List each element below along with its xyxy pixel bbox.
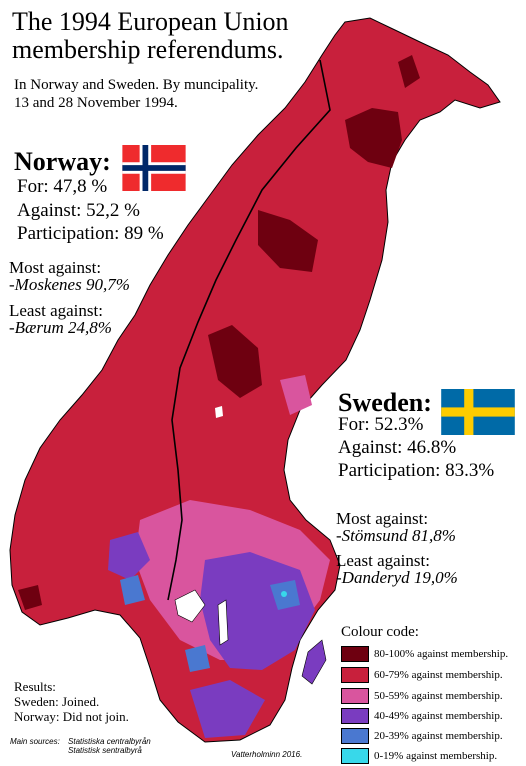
region-40-49-oslo <box>108 532 150 580</box>
title-line-2: membership referendums. <box>12 35 284 64</box>
sweden-flag-icon <box>441 389 515 435</box>
national-border <box>167 59 331 601</box>
source-1: Statistiska centralbyrån <box>68 737 151 746</box>
region-80-100-finnmark <box>345 108 402 168</box>
source-2: Statistisk sentralbyrå <box>68 746 142 755</box>
norway-least-against-label: Least against: <box>9 301 103 320</box>
region-80-100-west-coast <box>18 585 42 610</box>
norway-flag-icon <box>122 145 186 191</box>
title-line-1: The 1994 European Union <box>12 7 289 36</box>
legend-item: 0-19% against membership. <box>341 747 497 764</box>
region-40-49-south <box>200 552 315 670</box>
subtitle-line-1: In Norway and Sweden. By muncipality. <box>14 77 259 93</box>
sweden-heading: Sweden: <box>338 388 432 417</box>
author-credit: Vatterholminn 2016. <box>231 750 303 759</box>
map-title: The 1994 European Union membership refer… <box>12 8 289 64</box>
norway-for: For: 47,8 % <box>17 176 108 197</box>
region-40-49-skane <box>190 680 265 738</box>
lake-vanern <box>174 589 206 623</box>
norway-heading: Norway: <box>14 147 111 176</box>
norway-participation: Participation: 89 % <box>17 223 164 244</box>
results-block: Results: Sweden: Joined. Norway: Did not… <box>14 679 129 724</box>
legend-swatch <box>341 707 369 724</box>
lake-vattern <box>217 599 229 646</box>
legend-swatch <box>341 645 369 662</box>
norway-least-against-value: -Bærum 24,8% <box>9 318 112 337</box>
sweden-least-against-value: -Danderyd 19,0% <box>336 568 458 587</box>
region-20-39-oslo <box>120 575 145 605</box>
results-heading: Results: <box>14 679 56 694</box>
legend-item: 60-79% against membership. <box>341 666 503 683</box>
region-80-100-jamtland <box>208 325 262 398</box>
legend-label: 50-59% against membership. <box>374 689 503 702</box>
region-0-19-danderyd <box>281 591 287 597</box>
sweden-for: For: 52.3% <box>338 414 424 435</box>
norway-most-against-label: Most against: <box>9 258 102 277</box>
sources-list: Statistiska centralbyrån Statistisk sent… <box>68 737 151 755</box>
lake-siljan <box>215 406 223 418</box>
legend-swatch <box>341 747 369 764</box>
results-norway: Norway: Did not join. <box>14 709 129 724</box>
legend-item: 80-100% against membership. <box>341 645 508 662</box>
map-subtitle: In Norway and Sweden. By muncipality. 13… <box>14 76 258 112</box>
results-sweden: Sweden: Joined. <box>14 694 100 709</box>
sweden-most-against-value: -Stömsund 81,8% <box>336 526 456 545</box>
legend-label: 80-100% against membership. <box>374 647 509 660</box>
sweden-most-against-label: Most against: <box>336 509 429 528</box>
legend-item: 40-49% against membership. <box>341 707 503 724</box>
region-20-39-gothenburg <box>185 645 210 672</box>
legend-label: 0-19% against membership. <box>374 749 498 762</box>
legend-item: 20-39% against membership. <box>341 727 503 744</box>
legend-label: 60-79% against membership. <box>374 668 503 681</box>
legend-item: 50-59% against membership. <box>341 687 503 704</box>
sweden-least-against-label: Least against: <box>336 551 430 570</box>
legend-title: Colour code: <box>341 624 419 640</box>
sweden-against: Against: 46.8% <box>338 437 457 458</box>
legend-swatch <box>341 687 369 704</box>
sources-label: Main sources: <box>10 737 60 746</box>
legend-label: 40-49% against membership. <box>374 709 503 722</box>
island-gotland <box>301 639 327 685</box>
norway-against: Against: 52,2 % <box>17 200 140 221</box>
legend-label: 20-39% against membership. <box>374 729 503 742</box>
legend-swatch <box>341 727 369 744</box>
norway-most-against-value: -Moskenes 90,7% <box>9 275 130 294</box>
region-80-100-lofoten <box>398 55 420 88</box>
sources-block: Main sources: Statistiska centralbyrån S… <box>10 737 151 755</box>
legend-swatch <box>341 666 369 683</box>
subtitle-line-2: 13 and 28 November 1994. <box>14 95 178 111</box>
region-50-59-east <box>280 375 312 415</box>
sweden-participation: Participation: 83.3% <box>338 460 495 481</box>
region-80-100-north-sweden <box>258 210 318 272</box>
